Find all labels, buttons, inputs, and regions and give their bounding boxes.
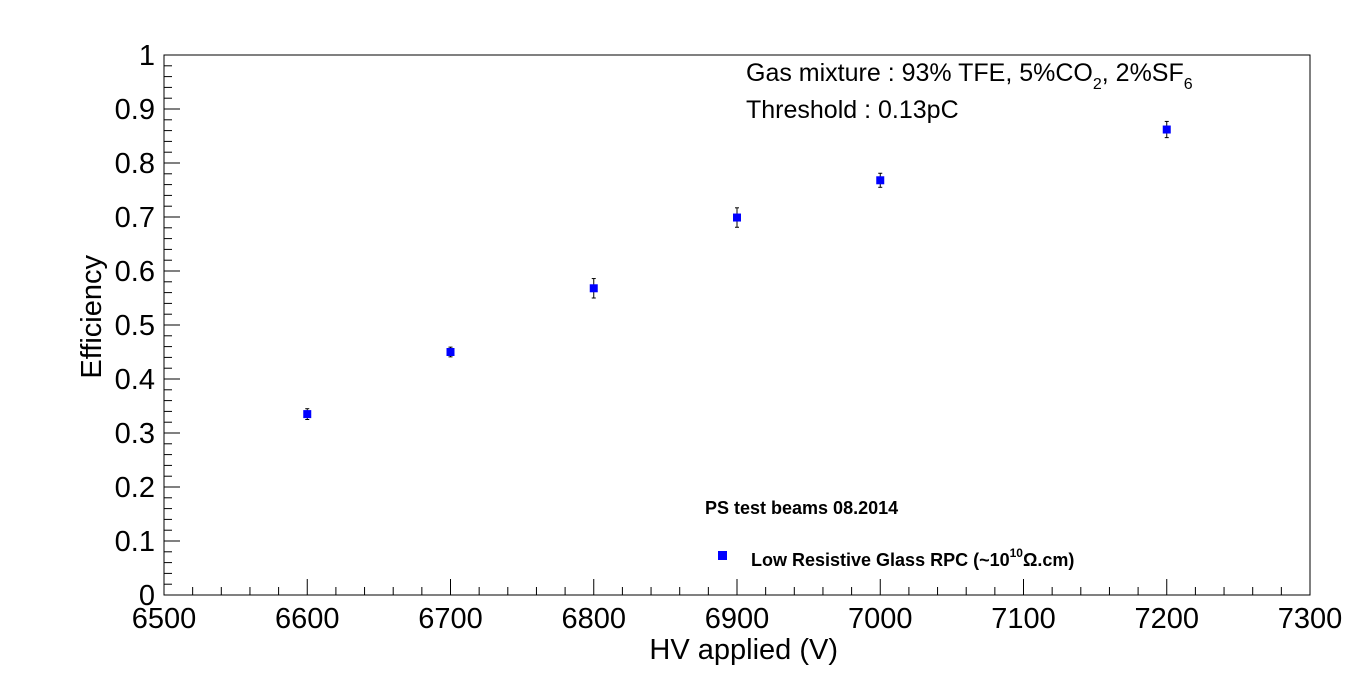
y-tick-label: 0.3 <box>115 418 155 450</box>
x-tick-label: 6900 <box>705 603 770 635</box>
gas-mixture-sf: , 2%SF <box>1102 59 1184 87</box>
y-tick-label: 0 <box>139 580 155 612</box>
x-tick-label: 7000 <box>848 603 913 635</box>
data-point <box>1162 125 1171 134</box>
y-tick-label: 0.7 <box>115 202 155 234</box>
data-point <box>589 284 598 293</box>
x-tick-label: 7300 <box>1278 603 1343 635</box>
y-tick-label: 0.1 <box>115 526 155 558</box>
data-point <box>303 410 312 419</box>
x-tick-labels: 6500 6600 6700 6800 6900 7000 7100 7200 7300 <box>132 603 1343 635</box>
data-point <box>446 348 455 356</box>
y-axis-title: Efficiency <box>76 255 108 379</box>
x-tick-label: 7100 <box>991 603 1056 635</box>
axis-ticks <box>163 54 1311 596</box>
y-tick-label: 0.9 <box>115 94 155 126</box>
x-tick-label: 6600 <box>275 603 340 635</box>
data-point <box>733 213 741 222</box>
sf6-subscript: 6 <box>1184 76 1193 93</box>
legend-exponent: 10 <box>1010 546 1024 560</box>
x-axis-title: HV applied (V) <box>649 634 838 666</box>
x-tick-label: 6500 <box>132 603 197 635</box>
x-tick-label: 6700 <box>418 603 483 635</box>
gas-mixture-text: Gas mixture : 93% TFE, 5%CO <box>746 59 1093 87</box>
y-tick-labels: 0 0.1 0.2 0.3 0.4 0.5 0.6 0.7 0.8 0.9 1 <box>115 40 155 612</box>
data-point <box>876 176 885 185</box>
legend-unit: Ω.cm) <box>1023 550 1074 570</box>
threshold-annotation: Threshold : 0.13pC <box>746 96 959 124</box>
x-tick-label: 7200 <box>1134 603 1199 635</box>
co2-subscript: 2 <box>1093 76 1102 93</box>
y-tick-label: 0.4 <box>115 364 155 396</box>
y-tick-label: 1 <box>139 40 155 72</box>
data-points <box>303 120 1171 420</box>
legend-entry: Low Resistive Glass RPC (~1010Ω.cm) <box>751 546 1074 570</box>
y-tick-label: 0.6 <box>115 256 155 288</box>
legend-marker <box>718 551 727 560</box>
legend-entry-text: Low Resistive Glass RPC (~10 <box>751 550 1010 570</box>
y-tick-label: 0.8 <box>115 148 155 180</box>
x-tick-label: 6800 <box>561 603 626 635</box>
y-tick-label: 0.2 <box>115 472 155 504</box>
gas-mixture-annotation: Gas mixture : 93% TFE, 5%CO2, 2%SF6 <box>746 59 1193 93</box>
legend-title: PS test beams 08.2014 <box>705 498 898 518</box>
y-tick-label: 0.5 <box>115 310 155 342</box>
legend: PS test beams 08.2014 Low Resistive Glas… <box>705 498 1074 570</box>
